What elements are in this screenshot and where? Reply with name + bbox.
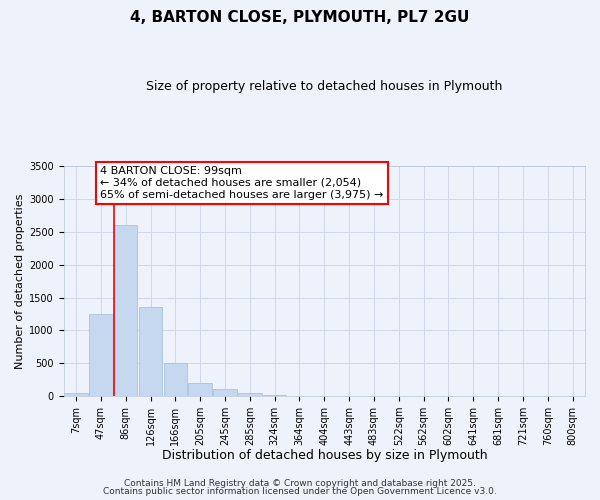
Bar xyxy=(238,393,262,396)
Text: Contains HM Land Registry data © Crown copyright and database right 2025.: Contains HM Land Registry data © Crown c… xyxy=(124,478,476,488)
Text: Contains public sector information licensed under the Open Government Licence v3: Contains public sector information licen… xyxy=(103,487,497,496)
Bar xyxy=(213,389,237,396)
Bar xyxy=(139,307,163,396)
Title: Size of property relative to detached houses in Plymouth: Size of property relative to detached ho… xyxy=(146,80,503,93)
Bar xyxy=(164,364,187,396)
Bar xyxy=(188,383,212,396)
Bar xyxy=(89,314,113,396)
X-axis label: Distribution of detached houses by size in Plymouth: Distribution of detached houses by size … xyxy=(161,450,487,462)
Text: 4 BARTON CLOSE: 99sqm
← 34% of detached houses are smaller (2,054)
65% of semi-d: 4 BARTON CLOSE: 99sqm ← 34% of detached … xyxy=(100,166,383,200)
Y-axis label: Number of detached properties: Number of detached properties xyxy=(15,194,25,369)
Bar xyxy=(263,395,286,396)
Bar xyxy=(114,226,137,396)
Bar xyxy=(64,393,88,396)
Text: 4, BARTON CLOSE, PLYMOUTH, PL7 2GU: 4, BARTON CLOSE, PLYMOUTH, PL7 2GU xyxy=(130,10,470,25)
